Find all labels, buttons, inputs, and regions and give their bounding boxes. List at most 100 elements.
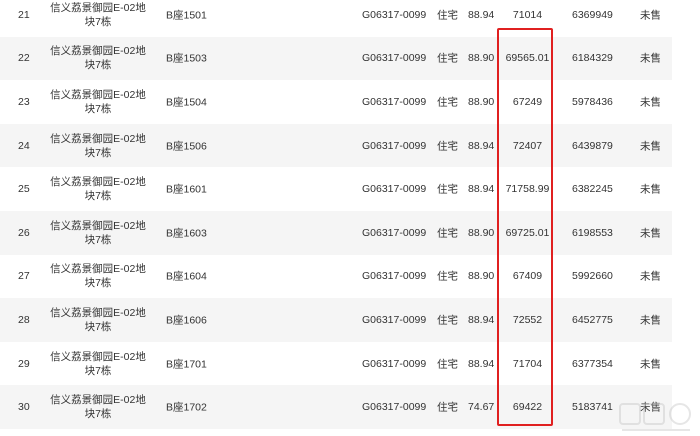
cell-unit: B座1501 (166, 9, 207, 22)
cell-price: 72552 (512, 313, 543, 326)
cell-no: 27 (18, 270, 30, 283)
cell-code: G06317-0099 (362, 313, 427, 326)
cell-unit: B座1503 (166, 52, 207, 65)
cell-status: 未售 (640, 270, 661, 283)
table-row: 28 信义荔景御园E-02地块7栋 B座1606 G06317-0099 住宅 88.94… (0, 298, 672, 342)
cell-unit: B座1504 (166, 96, 207, 109)
cell-type: 住宅 (437, 140, 458, 153)
cell-status: 未售 (640, 401, 661, 414)
cell-no: 22 (18, 52, 30, 65)
cell-status: 未售 (640, 314, 661, 327)
cell-price: 71704 (512, 357, 543, 370)
cell-total: 6369949 (572, 8, 613, 21)
cell-type: 住宅 (437, 358, 458, 371)
cell-area: 74.67 (468, 401, 495, 414)
cell-unit: B座1701 (166, 358, 207, 371)
cell-area: 88.90 (468, 95, 495, 108)
cell-status: 未售 (640, 358, 661, 371)
cell-code: G06317-0099 (362, 401, 427, 414)
cell-status: 未售 (640, 96, 661, 109)
cell-name: 信义荔景御园E-02地块7栋 (50, 176, 146, 203)
watermark-logo (619, 403, 691, 431)
cell-total: 5183741 (572, 401, 613, 414)
cell-area: 88.94 (468, 139, 495, 152)
cell-type: 住宅 (437, 270, 458, 283)
cell-price: 69422 (512, 401, 543, 414)
housing-table: 21 信义荔景御园E-02地块7栋 B座1501 G06317-0099 住宅 88.94… (0, 0, 672, 429)
cell-no: 24 (18, 139, 30, 152)
cell-name: 信义荔景御园E-02地块7栋 (50, 1, 146, 28)
cell-unit: B座1603 (166, 227, 207, 240)
cell-code: G06317-0099 (362, 139, 427, 152)
cell-status: 未售 (640, 183, 661, 196)
cell-price: 69725.01 (505, 226, 550, 239)
table-row: 24 信义荔景御园E-02地块7栋 B座1506 G06317-0099 住宅 88.94… (0, 123, 672, 168)
cell-area: 88.94 (468, 183, 495, 196)
cell-no: 26 (18, 226, 30, 239)
cell-no: 28 (18, 313, 30, 326)
cell-name: 信义荔景御园E-02地块7栋 (50, 394, 146, 421)
cell-price: 69565.01 (505, 52, 550, 65)
cell-total: 6184329 (572, 52, 613, 65)
cell-no: 21 (18, 8, 30, 21)
cell-type: 住宅 (437, 314, 458, 327)
cell-no: 30 (18, 401, 30, 414)
cell-code: G06317-0099 (362, 95, 427, 108)
cell-unit: B座1601 (166, 183, 207, 196)
cell-price: 72407 (512, 139, 543, 152)
table-row: 21 信义荔景御园E-02地块7栋 B座1501 G06317-0099 住宅 88.94… (0, 0, 672, 37)
cell-total: 6377354 (572, 357, 613, 370)
cell-code: G06317-0099 (362, 8, 427, 21)
cell-unit: B座1506 (166, 140, 207, 153)
cell-code: G06317-0099 (362, 270, 427, 283)
cell-price: 67249 (512, 95, 543, 108)
cell-type: 住宅 (437, 52, 458, 65)
cell-area: 88.94 (468, 8, 495, 21)
cell-status: 未售 (640, 9, 661, 22)
cell-total: 6452775 (572, 313, 613, 326)
cell-type: 住宅 (437, 227, 458, 240)
cell-area: 88.90 (468, 226, 495, 239)
cell-code: G06317-0099 (362, 357, 427, 370)
cell-code: G06317-0099 (362, 226, 427, 239)
price-column-highlight (497, 28, 553, 426)
cell-no: 25 (18, 183, 30, 196)
cell-unit: B座1702 (166, 401, 207, 414)
table-row: 23 信义荔景御园E-02地块7栋 B座1504 G06317-0099 住宅 88.90… (0, 80, 672, 124)
cell-area: 88.90 (468, 52, 495, 65)
cell-status: 未售 (640, 52, 661, 65)
table-row: 29 信义荔景御园E-02地块7栋 B座1701 G06317-0099 住宅 88.94… (0, 342, 672, 386)
cell-area: 88.90 (468, 270, 495, 283)
cell-name: 信义荔景御园E-02地块7栋 (50, 263, 146, 290)
cell-price: 71014 (512, 8, 543, 21)
table-row: 22 信义荔景御园E-02地块7栋 B座1503 G06317-0099 住宅 88.90… (0, 36, 672, 81)
cell-status: 未售 (640, 140, 661, 153)
cell-total: 5992660 (572, 270, 613, 283)
cell-price: 67409 (512, 270, 543, 283)
table-row: 26 信义荔景御园E-02地块7栋 B座1603 G06317-0099 住宅 88.90… (0, 210, 672, 255)
table-row: 30 信义荔景御园E-02地块7栋 B座1702 G06317-0099 住宅 74.67… (0, 385, 672, 429)
cell-no: 23 (18, 95, 30, 108)
cell-type: 住宅 (437, 401, 458, 414)
cell-name: 信义荔景御园E-02地块7栋 (50, 306, 146, 333)
cell-type: 住宅 (437, 9, 458, 22)
cell-price: 71758.99 (505, 183, 550, 196)
cell-type: 住宅 (437, 96, 458, 109)
cell-code: G06317-0099 (362, 183, 427, 196)
cell-name: 信义荔景御园E-02地块7栋 (50, 132, 146, 159)
cell-name: 信义荔景御园E-02地块7栋 (50, 219, 146, 246)
cell-area: 88.94 (468, 313, 495, 326)
table-row: 27 信义荔景御园E-02地块7栋 B座1604 G06317-0099 住宅 88.90… (0, 255, 672, 299)
cell-total: 6439879 (572, 139, 613, 152)
cell-unit: B座1604 (166, 270, 207, 283)
table-row: 25 信义荔景御园E-02地块7栋 B座1601 G06317-0099 住宅 88.94… (0, 167, 672, 211)
cell-status: 未售 (640, 227, 661, 240)
cell-type: 住宅 (437, 183, 458, 196)
cell-total: 6382245 (572, 183, 613, 196)
cell-name: 信义荔景御园E-02地块7栋 (50, 350, 146, 377)
cell-no: 29 (18, 357, 30, 370)
cell-area: 88.94 (468, 357, 495, 370)
cell-code: G06317-0099 (362, 52, 427, 65)
cell-name: 信义荔景御园E-02地块7栋 (50, 88, 146, 115)
cell-unit: B座1606 (166, 314, 207, 327)
